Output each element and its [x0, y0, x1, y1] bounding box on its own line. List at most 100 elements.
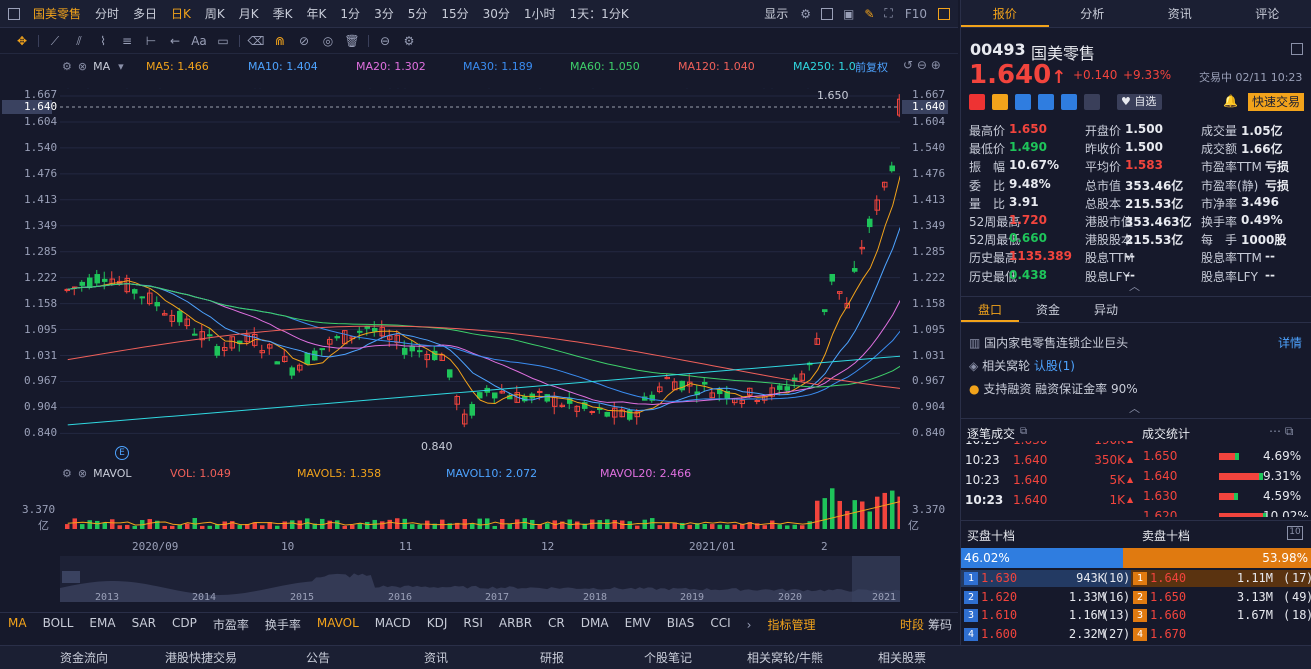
layout-icon[interactable] — [938, 7, 950, 20]
settings-icon[interactable]: ⚙ — [403, 34, 415, 48]
f10-button[interactable]: F10 — [904, 6, 927, 21]
volume-chart[interactable] — [60, 485, 900, 537]
timeshare-button[interactable]: 时段 — [899, 618, 924, 632]
tag-icon[interactable] — [1061, 94, 1077, 110]
footer-link-6[interactable]: 相关窝轮/牛熊 — [747, 651, 824, 665]
lightning-icon[interactable] — [992, 94, 1008, 110]
depth-toggle-icon[interactable]: 10 — [1287, 526, 1303, 540]
range-tool-icon[interactable]: ⊢ — [145, 34, 157, 48]
footer-link-3[interactable]: 资讯 — [424, 651, 449, 665]
overview-handle[interactable] — [62, 571, 80, 583]
footer-link-1[interactable]: 港股快捷交易 — [165, 651, 238, 665]
ask-cell[interactable]: 11.640 1.11M 17() — [1131, 570, 1311, 587]
period-tab-7[interactable]: 1分 — [340, 7, 361, 21]
indicator-arbr[interactable]: ARBR — [498, 616, 533, 630]
quote-tab-2[interactable]: 资讯 — [1167, 7, 1192, 21]
footer-link-2[interactable]: 公告 — [306, 651, 331, 665]
indicator-emv[interactable]: EMV — [624, 616, 651, 630]
vol-close-icon[interactable]: ⊗ — [77, 467, 88, 480]
indicator-rsi[interactable]: RSI — [463, 616, 483, 630]
lock-icon[interactable]: ⊘ — [298, 34, 310, 48]
period-tab-9[interactable]: 5分 — [407, 7, 428, 21]
text-tool-icon[interactable]: Aa — [191, 34, 207, 48]
trash-icon[interactable]: 🗑 — [344, 34, 360, 48]
period-tab-12[interactable]: 1小时 — [523, 7, 556, 21]
info-tab-2[interactable]: 异动 — [1093, 303, 1118, 317]
ask-cell[interactable]: 31.660 1.67M 18() — [1131, 607, 1311, 624]
indicator-ma[interactable]: MA — [8, 616, 27, 630]
footer-link-4[interactable]: 研报 — [540, 651, 565, 665]
period-tab-13[interactable]: 1天：1分K — [569, 7, 629, 21]
event-marker-icon[interactable]: E — [115, 446, 129, 460]
candlestick-chart[interactable] — [60, 88, 900, 463]
bell-icon[interactable]: 🔔 — [1223, 94, 1238, 108]
detail-link[interactable]: 详情 — [1277, 336, 1302, 350]
indicator-kdj[interactable]: KDJ — [426, 616, 448, 630]
crosshair-icon[interactable]: ✥ — [16, 34, 28, 48]
wave-tool-icon[interactable]: ⌇ — [100, 34, 106, 48]
ask-cell[interactable]: 21.650 3.13M 49() — [1131, 589, 1311, 606]
indicator-sar[interactable]: SAR — [131, 616, 156, 630]
ma-expand-icon[interactable]: ▾ — [118, 60, 124, 73]
indicator-macd[interactable]: MACD — [374, 616, 411, 630]
ma-close-icon[interactable]: ⊗ — [77, 60, 88, 73]
period-tab-5[interactable]: 季K — [272, 7, 293, 21]
swap-icon[interactable] — [1015, 94, 1031, 110]
period-tab-6[interactable]: 年K — [306, 7, 327, 21]
fib-tool-icon[interactable]: ≡ — [121, 34, 133, 48]
panel-toggle-icon[interactable] — [8, 7, 20, 20]
pencil-icon[interactable]: ✎ — [864, 6, 875, 21]
ticks-list[interactable]: 10:231.630190K▲10:231.640350K▲10:231.640… — [961, 441, 1137, 517]
ticks-popout-icon[interactable]: ⧉ — [1020, 426, 1028, 437]
period-tab-11[interactable]: 30分 — [482, 7, 510, 21]
collapse-icon[interactable]: ︿ — [1129, 280, 1140, 293]
channel-tool-icon[interactable]: ⫽ — [76, 33, 82, 48]
collapse-icon-2[interactable]: ︿ — [1129, 402, 1140, 415]
stats-more-icon[interactable]: ⋯ ⧉ — [1269, 424, 1294, 438]
book-row[interactable]: 4 1.600 2.32M 27() 4 1.670 — [961, 626, 1311, 643]
period-tab-10[interactable]: 15分 — [441, 7, 469, 21]
period-tab-4[interactable]: 月K — [238, 7, 259, 21]
hide-icon[interactable]: ◎ — [322, 34, 334, 48]
indicator-mavol[interactable]: MAVOL — [316, 616, 359, 630]
overview-navigator[interactable] — [60, 556, 900, 602]
indicator-dma[interactable]: DMA — [580, 616, 609, 630]
magnet-icon[interactable]: ⋒ — [274, 34, 286, 48]
quote-tab-1[interactable]: 分析 — [1080, 7, 1105, 21]
period-tab-2[interactable]: 日K — [171, 7, 191, 21]
watchlist-button[interactable]: ♥ 自选 — [1117, 94, 1163, 110]
info-tab-1[interactable]: 资金 — [1035, 303, 1060, 317]
quick-trade-button[interactable]: 快速交易 — [1248, 93, 1305, 111]
doc-icon[interactable] — [1084, 94, 1100, 110]
overview-window[interactable] — [852, 556, 900, 602]
period-tab-1[interactable]: 多日 — [133, 7, 158, 21]
indicator-cr[interactable]: CR — [548, 616, 565, 630]
popout-icon[interactable] — [1291, 43, 1303, 55]
next-icon[interactable]: › — [746, 617, 752, 632]
display-menu[interactable]: 显示 — [764, 7, 789, 21]
info-tab-0[interactable]: 盘口 — [961, 300, 1019, 322]
indicator-换手率[interactable]: 换手率 — [264, 618, 301, 632]
adjust-mode[interactable]: 前复权 — [855, 60, 888, 74]
period-tab-3[interactable]: 周K — [204, 7, 225, 21]
gear-icon[interactable]: ⚙ — [800, 6, 812, 21]
vol-settings-icon[interactable]: ⚙ — [62, 467, 72, 480]
indicator-cdp[interactable]: CDP — [171, 616, 197, 630]
eraser-icon[interactable]: ⌫ — [247, 34, 265, 48]
chart-controls[interactable]: ↺ ⊖ ⊕ — [903, 58, 941, 72]
ma-settings-icon[interactable]: ⚙ — [62, 60, 72, 73]
indicator-mgmt-button[interactable]: 指标管理 — [767, 618, 816, 632]
camera-icon[interactable]: ▣ — [843, 6, 855, 21]
footer-link-7[interactable]: 相关股票 — [878, 651, 927, 665]
line-tool-icon[interactable]: ⟋ — [50, 33, 60, 48]
period-tab-0[interactable]: 分时 — [95, 7, 120, 21]
quote-tab-3[interactable]: 评论 — [1255, 7, 1280, 21]
indicator-市盈率[interactable]: 市盈率 — [212, 618, 249, 632]
indicator-ema[interactable]: EMA — [89, 616, 116, 630]
dollar-icon[interactable] — [1038, 94, 1054, 110]
indicator-cci[interactable]: CCI — [710, 616, 731, 630]
